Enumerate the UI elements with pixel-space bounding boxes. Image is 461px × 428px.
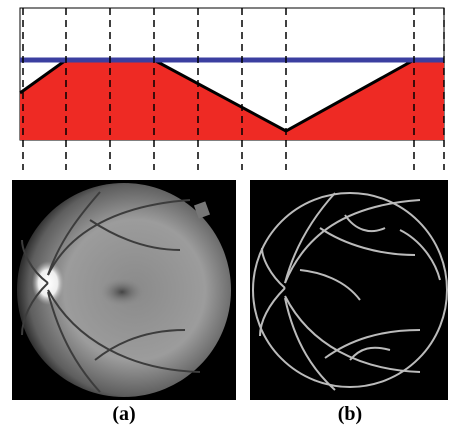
panel-label: (b) (338, 403, 362, 425)
fundus-image (12, 180, 236, 400)
profile-diagram (20, 8, 444, 170)
panel-label: (a) (112, 403, 135, 425)
vessel-map (250, 180, 448, 400)
figure: (a) (b) (0, 0, 461, 428)
